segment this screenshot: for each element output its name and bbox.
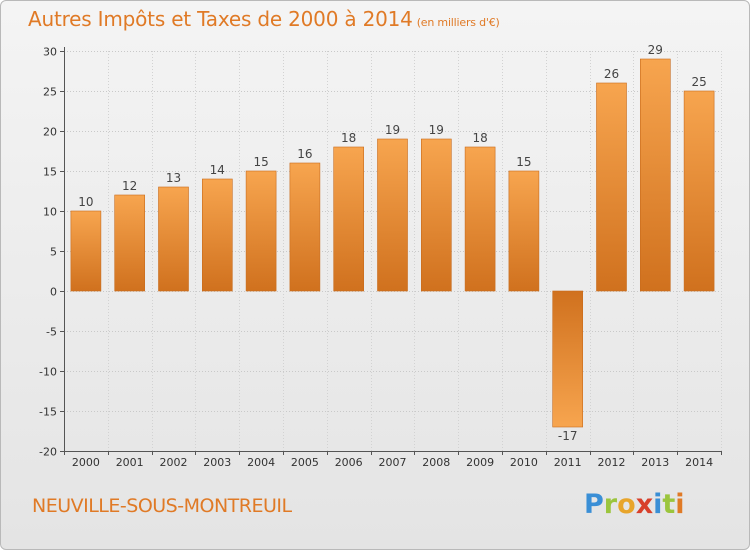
chart-unit: (en milliers d'€) xyxy=(416,16,500,29)
logo-letter: x xyxy=(635,489,654,520)
bar-value-label: 29 xyxy=(648,43,663,57)
bar-value-label: 15 xyxy=(516,155,531,169)
y-tick-label: 30 xyxy=(43,46,57,59)
bar xyxy=(245,170,277,292)
bar-value-label: 18 xyxy=(472,131,487,145)
bar-value-label: 15 xyxy=(253,155,268,169)
proxiti-logo: Proxiti xyxy=(584,489,685,520)
y-tick-label: 25 xyxy=(43,86,57,99)
axes xyxy=(60,47,722,455)
value-labels: 10 12 13 14 15 16 18 19 19 18 15 -17 26 29 25 xyxy=(78,43,706,443)
bar xyxy=(114,194,145,292)
bar-value-label: 19 xyxy=(385,123,400,137)
x-tick-labels: 2000 2001 2002 2003 2004 2005 2006 2007 2008 2009… xyxy=(72,456,713,469)
x-tick-label: 2009 xyxy=(466,456,494,469)
bar xyxy=(158,186,189,292)
x-tick-label: 2014 xyxy=(685,456,713,469)
bar-value-label: 19 xyxy=(429,123,444,137)
y-tick-label: 0 xyxy=(50,286,57,299)
bar xyxy=(420,138,452,292)
x-tick-label: 2007 xyxy=(379,456,407,469)
bar xyxy=(508,170,540,292)
y-tick-label: 5 xyxy=(50,246,57,259)
chart-title: Autres Impôts et Taxes de 2000 à 2014 (en… xyxy=(28,7,500,31)
x-tick-label: 2011 xyxy=(554,456,582,469)
bar-value-label: 26 xyxy=(604,67,619,81)
y-tick-label: -20 xyxy=(39,446,57,459)
logo-letter: i xyxy=(675,489,685,520)
bar-value-label: -17 xyxy=(558,429,578,443)
bar xyxy=(377,138,408,292)
bar-value-label: 13 xyxy=(166,171,181,185)
x-tick-label: 2002 xyxy=(160,456,188,469)
bar-value-label: 18 xyxy=(341,131,356,145)
y-tick-label: 20 xyxy=(43,126,57,139)
x-tick-label: 2012 xyxy=(598,456,626,469)
logo-letter: r xyxy=(603,489,618,520)
y-tick-label: -10 xyxy=(39,366,57,379)
y-tick-label: 15 xyxy=(43,166,57,179)
bars xyxy=(70,58,715,428)
x-tick-label: 2006 xyxy=(335,456,363,469)
y-tick-labels: 30 25 20 15 10 5 0 -5 -10 -15 -20 xyxy=(39,46,57,459)
bar-value-label: 12 xyxy=(122,179,137,193)
x-tick-label: 2005 xyxy=(291,456,319,469)
y-tick-label: -5 xyxy=(46,326,57,339)
bar xyxy=(639,58,671,292)
bar-value-label: 25 xyxy=(691,75,706,89)
y-tick-label: -15 xyxy=(39,406,57,419)
bar-value-label: 10 xyxy=(78,195,93,209)
x-tick-label: 2000 xyxy=(72,456,100,469)
x-tick-label: 2008 xyxy=(422,456,450,469)
x-tick-label: 2010 xyxy=(510,456,538,469)
bar xyxy=(552,290,584,428)
chart-title-text: Autres Impôts et Taxes de 2000 à 2014 xyxy=(28,7,413,31)
bar-value-label: 16 xyxy=(297,147,312,161)
x-tick-label: 2004 xyxy=(247,456,275,469)
bar xyxy=(289,162,321,292)
bar xyxy=(464,146,496,292)
x-tick-label: 2003 xyxy=(203,456,231,469)
bar xyxy=(202,178,233,292)
bar xyxy=(683,90,715,292)
bar xyxy=(333,146,365,292)
x-tick-label: 2013 xyxy=(641,456,669,469)
logo-letter: i xyxy=(653,489,663,520)
logo-letter: t xyxy=(662,489,676,520)
bar xyxy=(70,210,102,292)
x-tick-label: 2001 xyxy=(116,456,144,469)
y-tick-label: 10 xyxy=(43,206,57,219)
bar xyxy=(596,82,627,292)
logo-letter: P xyxy=(584,489,604,520)
logo-letter: o xyxy=(617,489,636,520)
town-name: NEUVILLE-SOUS-MONTREUIL xyxy=(32,495,292,517)
bar-value-label: 14 xyxy=(210,163,225,177)
